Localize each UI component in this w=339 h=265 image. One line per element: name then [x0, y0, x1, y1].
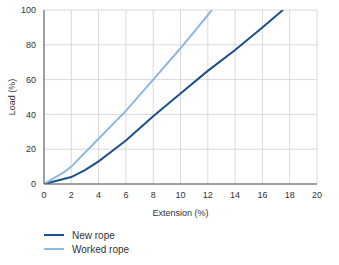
- svg-text:14: 14: [230, 190, 240, 200]
- svg-text:40: 40: [26, 110, 36, 120]
- svg-text:4: 4: [96, 190, 101, 200]
- svg-text:16: 16: [257, 190, 267, 200]
- svg-text:2: 2: [69, 190, 74, 200]
- svg-text:8: 8: [151, 190, 156, 200]
- svg-text:0: 0: [31, 179, 36, 189]
- svg-text:80: 80: [26, 40, 36, 50]
- svg-text:60: 60: [26, 75, 36, 85]
- svg-text:6: 6: [123, 190, 128, 200]
- svg-text:20: 20: [312, 190, 322, 200]
- html-text:New rope: New rope: [72, 229, 115, 241]
- html-text:Worked rope: Worked rope: [72, 243, 130, 255]
- svg-text:Extension (%): Extension (%): [152, 208, 208, 218]
- svg-text:0: 0: [41, 190, 46, 200]
- svg-text:Load (%): Load (%): [8, 79, 17, 116]
- svg-text:100: 100: [21, 5, 36, 15]
- svg-text:12: 12: [203, 190, 213, 200]
- svg-text:18: 18: [285, 190, 295, 200]
- svg-text:20: 20: [26, 144, 36, 154]
- svg-text:10: 10: [175, 190, 185, 200]
